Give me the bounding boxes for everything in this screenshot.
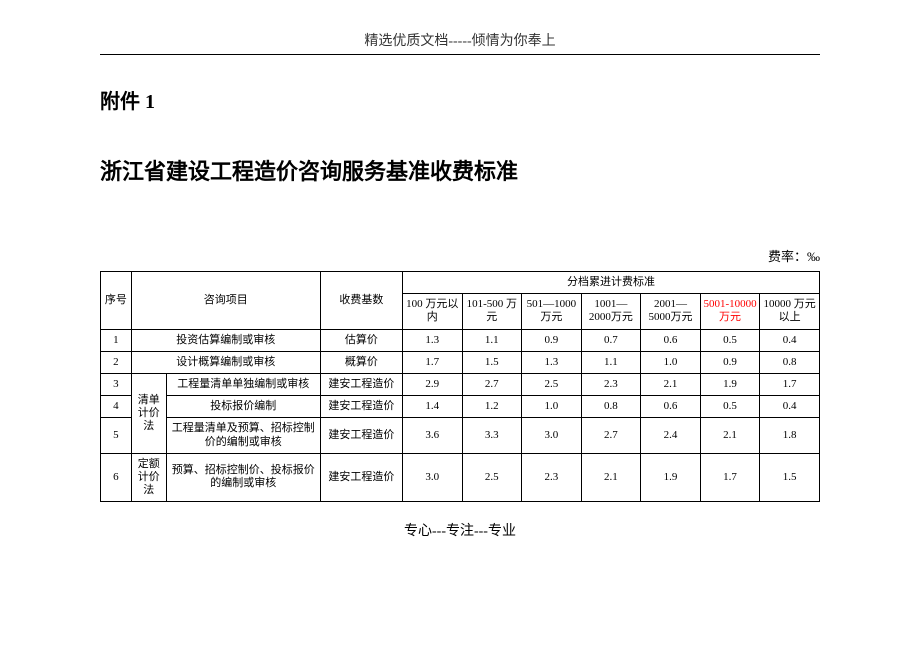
main-title: 浙江省建设工程造价咨询服务基准收费标准: [100, 154, 820, 186]
cell-val: 2.1: [700, 418, 760, 453]
tier-6: 10000 万元以上: [760, 294, 820, 329]
cell-val: 2.7: [462, 373, 522, 395]
cell-val: 1.1: [581, 351, 641, 373]
table-row: 3 清单计价法 工程量清单单独编制或审核 建安工程造价 2.9 2.7 2.5 …: [101, 373, 820, 395]
header-text: 精选优质文档-----倾情为你奉上: [100, 30, 820, 50]
cell-val: 1.8: [760, 418, 820, 453]
cell-val: 3.0: [402, 453, 462, 502]
cell-item: 投资估算编制或审核: [131, 329, 320, 351]
col-tier-header: 分档累进计费标准: [402, 272, 819, 294]
cell-val: 0.5: [700, 396, 760, 418]
cell-val: 1.0: [522, 396, 582, 418]
cell-base: 概算价: [320, 351, 402, 373]
attachment-label: 附件 1: [100, 85, 820, 114]
cell-val: 0.5: [700, 329, 760, 351]
cell-val: 0.6: [641, 396, 701, 418]
cell-val: 2.5: [522, 373, 582, 395]
cell-val: 2.4: [641, 418, 701, 453]
cell-val: 1.7: [402, 351, 462, 373]
cell-item: 工程量清单及预算、招标控制价的编制或审核: [166, 418, 320, 453]
cell-val: 3.3: [462, 418, 522, 453]
table-body: 1 投资估算编制或审核 估算价 1.3 1.1 0.9 0.7 0.6 0.5 …: [101, 329, 820, 502]
cell-val: 0.8: [581, 396, 641, 418]
cell-val: 1.7: [700, 453, 760, 502]
col-seq: 序号: [101, 272, 132, 330]
cell-val: 0.4: [760, 396, 820, 418]
cell-base: 建安工程造价: [320, 373, 402, 395]
cell-val: 2.3: [581, 373, 641, 395]
cell-seq: 3: [101, 373, 132, 395]
cell-val: 3.0: [522, 418, 582, 453]
cell-val: 3.6: [402, 418, 462, 453]
cell-val: 1.2: [462, 396, 522, 418]
tier-0: 100 万元以内: [402, 294, 462, 329]
divider-top: [100, 54, 820, 55]
table-row: 6 定额计价法 预算、招标控制价、投标报价的编制或审核 建安工程造价 3.0 2…: [101, 453, 820, 502]
cell-val: 1.3: [522, 351, 582, 373]
tier-4: 2001—5000万元: [641, 294, 701, 329]
tier-5: 5001-10000万元: [700, 294, 760, 329]
cell-item: 预算、招标控制价、投标报价的编制或审核: [166, 453, 320, 502]
cell-val: 2.7: [581, 418, 641, 453]
group-list-method: 清单计价法: [131, 373, 166, 453]
cell-base: 建安工程造价: [320, 453, 402, 502]
cell-val: 0.8: [760, 351, 820, 373]
cell-val: 1.3: [402, 329, 462, 351]
cell-val: 2.1: [641, 373, 701, 395]
footer-text: 专心---专注---专业: [100, 520, 820, 540]
table-header-row-1: 序号 咨询项目 收费基数 分档累进计费标准: [101, 272, 820, 294]
cell-val: 0.4: [760, 329, 820, 351]
cell-val: 2.3: [522, 453, 582, 502]
cell-val: 1.9: [700, 373, 760, 395]
cell-val: 1.7: [760, 373, 820, 395]
cell-seq: 4: [101, 396, 132, 418]
cell-item: 投标报价编制: [166, 396, 320, 418]
cell-item: 工程量清单单独编制或审核: [166, 373, 320, 395]
rate-unit: 费率：‰: [100, 246, 820, 265]
cell-val: 0.7: [581, 329, 641, 351]
cell-val: 2.9: [402, 373, 462, 395]
cell-seq: 5: [101, 418, 132, 453]
cell-val: 1.5: [760, 453, 820, 502]
cell-seq: 6: [101, 453, 132, 502]
table-row: 1 投资估算编制或审核 估算价 1.3 1.1 0.9 0.7 0.6 0.5 …: [101, 329, 820, 351]
cell-val: 2.1: [581, 453, 641, 502]
cell-val: 0.6: [641, 329, 701, 351]
tier-3: 1001—2000万元: [581, 294, 641, 329]
group-quota-method: 定额计价法: [131, 453, 166, 502]
table-row: 5 工程量清单及预算、招标控制价的编制或审核 建安工程造价 3.6 3.3 3.…: [101, 418, 820, 453]
cell-val: 1.5: [462, 351, 522, 373]
col-base: 收费基数: [320, 272, 402, 330]
table-row: 2 设计概算编制或审核 概算价 1.7 1.5 1.3 1.1 1.0 0.9 …: [101, 351, 820, 373]
cell-seq: 1: [101, 329, 132, 351]
cell-val: 0.9: [522, 329, 582, 351]
cell-val: 0.9: [700, 351, 760, 373]
cell-val: 1.9: [641, 453, 701, 502]
cell-base: 建安工程造价: [320, 418, 402, 453]
fee-table: 序号 咨询项目 收费基数 分档累进计费标准 100 万元以内 101-500 万…: [100, 271, 820, 502]
cell-seq: 2: [101, 351, 132, 373]
cell-base: 估算价: [320, 329, 402, 351]
col-item: 咨询项目: [131, 272, 320, 330]
tier-1: 101-500 万元: [462, 294, 522, 329]
cell-base: 建安工程造价: [320, 396, 402, 418]
cell-val: 1.0: [641, 351, 701, 373]
cell-val: 1.4: [402, 396, 462, 418]
cell-item: 设计概算编制或审核: [131, 351, 320, 373]
table-row: 4 投标报价编制 建安工程造价 1.4 1.2 1.0 0.8 0.6 0.5 …: [101, 396, 820, 418]
cell-val: 1.1: [462, 329, 522, 351]
tier-2: 501—1000万元: [522, 294, 582, 329]
cell-val: 2.5: [462, 453, 522, 502]
